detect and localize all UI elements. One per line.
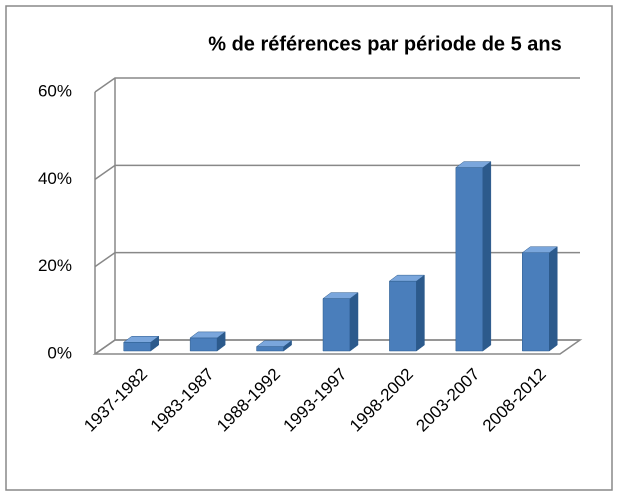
bar-top — [455, 161, 492, 168]
bar — [122, 335, 160, 352]
bar-top — [521, 246, 559, 253]
bar-top — [322, 292, 359, 299]
bar — [255, 340, 293, 352]
chart-title: % de références par période de 5 ans — [208, 33, 562, 55]
bar-front — [322, 298, 351, 352]
bar-side — [349, 292, 359, 352]
y-tick-label: 20% — [38, 256, 72, 275]
bar-front — [455, 167, 484, 352]
bar-front — [389, 280, 417, 352]
bar-top — [388, 274, 426, 282]
bar — [455, 161, 492, 352]
bar-side — [416, 274, 425, 352]
y-tick-label: 60% — [38, 81, 72, 100]
bar — [189, 331, 226, 352]
bar-front — [522, 252, 550, 352]
bar-side — [549, 246, 558, 352]
grid-line — [94, 339, 580, 355]
grid-line — [94, 164, 580, 180]
chart-border — [5, 5, 613, 491]
bar-top — [255, 340, 293, 347]
bar — [521, 246, 559, 352]
bar-side — [482, 161, 492, 352]
y-tick-label: 40% — [38, 169, 72, 188]
bar-top — [122, 336, 160, 343]
bar-front — [123, 342, 151, 352]
grid-line — [94, 251, 580, 268]
bar-front — [189, 337, 218, 352]
bar — [322, 292, 359, 352]
bar-front — [256, 346, 284, 352]
grid-line — [94, 77, 580, 93]
y-tick-label: 0% — [47, 343, 72, 362]
bar — [388, 274, 426, 352]
bar-top — [189, 331, 226, 339]
